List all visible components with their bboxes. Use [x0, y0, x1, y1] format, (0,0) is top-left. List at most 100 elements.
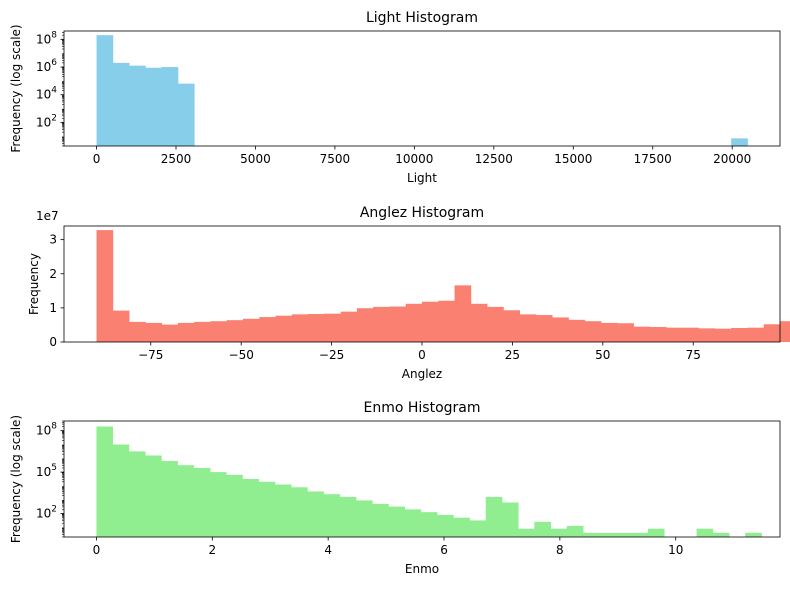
anglez-bar-5: [177, 322, 195, 342]
light-bar-39: [731, 138, 748, 146]
enmo-bar-16: [355, 500, 373, 537]
anglez-bar-24: [487, 306, 504, 342]
anglez-bar-26: [519, 314, 537, 342]
enmo-bar-32: [615, 532, 633, 537]
light-x-tick-label-8: 20000: [713, 152, 751, 166]
enmo-bar-30: [583, 532, 600, 537]
anglez-y-tick-label-1: 1: [49, 301, 57, 315]
anglez-bar-39: [731, 328, 748, 342]
anglez-histogram-panel: −75 −50 −25 0 25 50 75 0 1 2 3 Anglez Histogram Angl…: [27, 205, 790, 381]
enmo-bar-20: [420, 512, 438, 537]
light-x-tick-label-3: 7500: [320, 152, 351, 166]
enmo-x-axis-label: Enmo: [405, 562, 439, 576]
anglez-bar-21: [438, 300, 455, 342]
enmo-bar-17: [372, 503, 389, 537]
light-axes-frame: [63, 30, 781, 147]
light-y-tick-label-3: 108: [36, 30, 57, 46]
anglez-bar-41: [763, 324, 781, 342]
anglez-bar-37: [698, 328, 716, 342]
anglez-x-tick-label-1: −50: [229, 348, 254, 362]
enmo-bar-38: [712, 532, 730, 537]
enmo-bar-19: [404, 509, 422, 537]
anglez-y-tick-label-3: 3: [49, 233, 57, 247]
anglez-bar-0: [96, 230, 114, 342]
anglez-bar-30: [584, 321, 602, 342]
light-histogram-panel: 0 2500 5000 7500 10000 12500 15000 17500 20000 10…: [9, 10, 781, 185]
anglez-x-tick-label-4: 25: [505, 348, 520, 362]
light-x-axis-label: Light: [407, 171, 437, 185]
anglez-x-tick-label-5: 50: [595, 348, 610, 362]
enmo-bar-26: [518, 528, 535, 537]
anglez-bar-22: [454, 285, 472, 342]
enmo-x-tick-label-3: 6: [440, 543, 448, 557]
enmo-x-tick-label-5: 10: [668, 543, 683, 557]
enmo-histogram-panel: 0 2 4 6 8 10 102 105 108 Enmo Histogram Enmo Freque…: [9, 400, 781, 576]
enmo-y-axis-label: Frequency (log scale): [9, 415, 23, 543]
anglez-bar-2: [129, 321, 146, 342]
anglez-bar-3: [145, 322, 163, 342]
enmo-bar-7: [209, 472, 227, 537]
anglez-offset-label: 1e7: [36, 209, 59, 223]
enmo-x-tick-label-2: 4: [324, 543, 332, 557]
enmo-bar-33: [631, 532, 649, 537]
anglez-bar-42: [780, 321, 790, 342]
enmo-bar-34: [647, 528, 665, 537]
anglez-bar-19: [405, 303, 423, 342]
enmo-bar-31: [599, 532, 616, 537]
light-x-tick-label-0: 0: [93, 152, 101, 166]
anglez-bar-6: [194, 321, 211, 342]
anglez-bar-16: [356, 308, 374, 342]
enmo-bar-2: [128, 451, 146, 537]
anglez-bar-9: [243, 318, 260, 342]
anglez-x-tick-label-3: 0: [418, 348, 426, 362]
enmo-axes-frame: [63, 420, 781, 538]
anglez-bar-36: [682, 327, 700, 342]
enmo-x-tick-label-4: 8: [556, 543, 564, 557]
anglez-bar-1: [112, 310, 130, 342]
enmo-x-tick-label-0: 0: [93, 543, 101, 557]
enmo-bar-11: [274, 484, 292, 537]
anglez-bar-38: [714, 328, 732, 342]
anglez-bar-8: [226, 320, 244, 342]
light-y-tick-label-0: 102: [36, 113, 57, 129]
anglez-x-tick-label-0: −75: [138, 348, 163, 362]
light-x-tick-label-4: 10000: [395, 152, 433, 166]
enmo-bar-29: [566, 525, 584, 537]
anglez-bar-18: [389, 306, 407, 342]
light-bar-0: [96, 35, 114, 146]
light-bar-1: [112, 62, 130, 147]
light-x-tick-label-1: 2500: [161, 152, 192, 166]
enmo-bar-13: [307, 491, 324, 537]
anglez-x-tick-label-6: 75: [686, 348, 701, 362]
enmo-bar-4: [161, 461, 178, 537]
enmo-bar-5: [177, 465, 195, 537]
anglez-bar-17: [373, 306, 390, 342]
enmo-bar-6: [193, 467, 211, 537]
enmo-bar-14: [323, 494, 341, 537]
enmo-bar-9: [242, 479, 260, 537]
anglez-bar-31: [601, 322, 618, 342]
anglez-bar-33: [633, 326, 651, 342]
enmo-bar-10: [258, 481, 276, 537]
anglez-bar-12: [291, 314, 309, 342]
anglez-bar-32: [617, 323, 634, 342]
anglez-bar-29: [568, 319, 586, 342]
light-x-tick-label-7: 17500: [634, 152, 672, 166]
anglez-bar-15: [340, 311, 358, 342]
anglez-bar-20: [422, 301, 439, 342]
enmo-bar-1: [112, 444, 130, 537]
anglez-bar-35: [666, 327, 683, 342]
anglez-y-axis-label: Frequency: [27, 253, 41, 315]
anglez-bar-13: [308, 314, 325, 342]
enmo-bar-37: [696, 528, 714, 537]
anglez-bar-25: [503, 310, 521, 342]
anglez-x-tick-label-2: −25: [319, 348, 344, 362]
enmo-bar-3: [145, 455, 162, 537]
light-x-tick-label-2: 5000: [240, 152, 271, 166]
enmo-bar-22: [453, 517, 470, 537]
light-bar-5: [177, 83, 195, 146]
light-bar-4: [161, 67, 179, 146]
light-bar-3: [145, 67, 163, 146]
light-x-tick-label-5: 12500: [475, 152, 513, 166]
